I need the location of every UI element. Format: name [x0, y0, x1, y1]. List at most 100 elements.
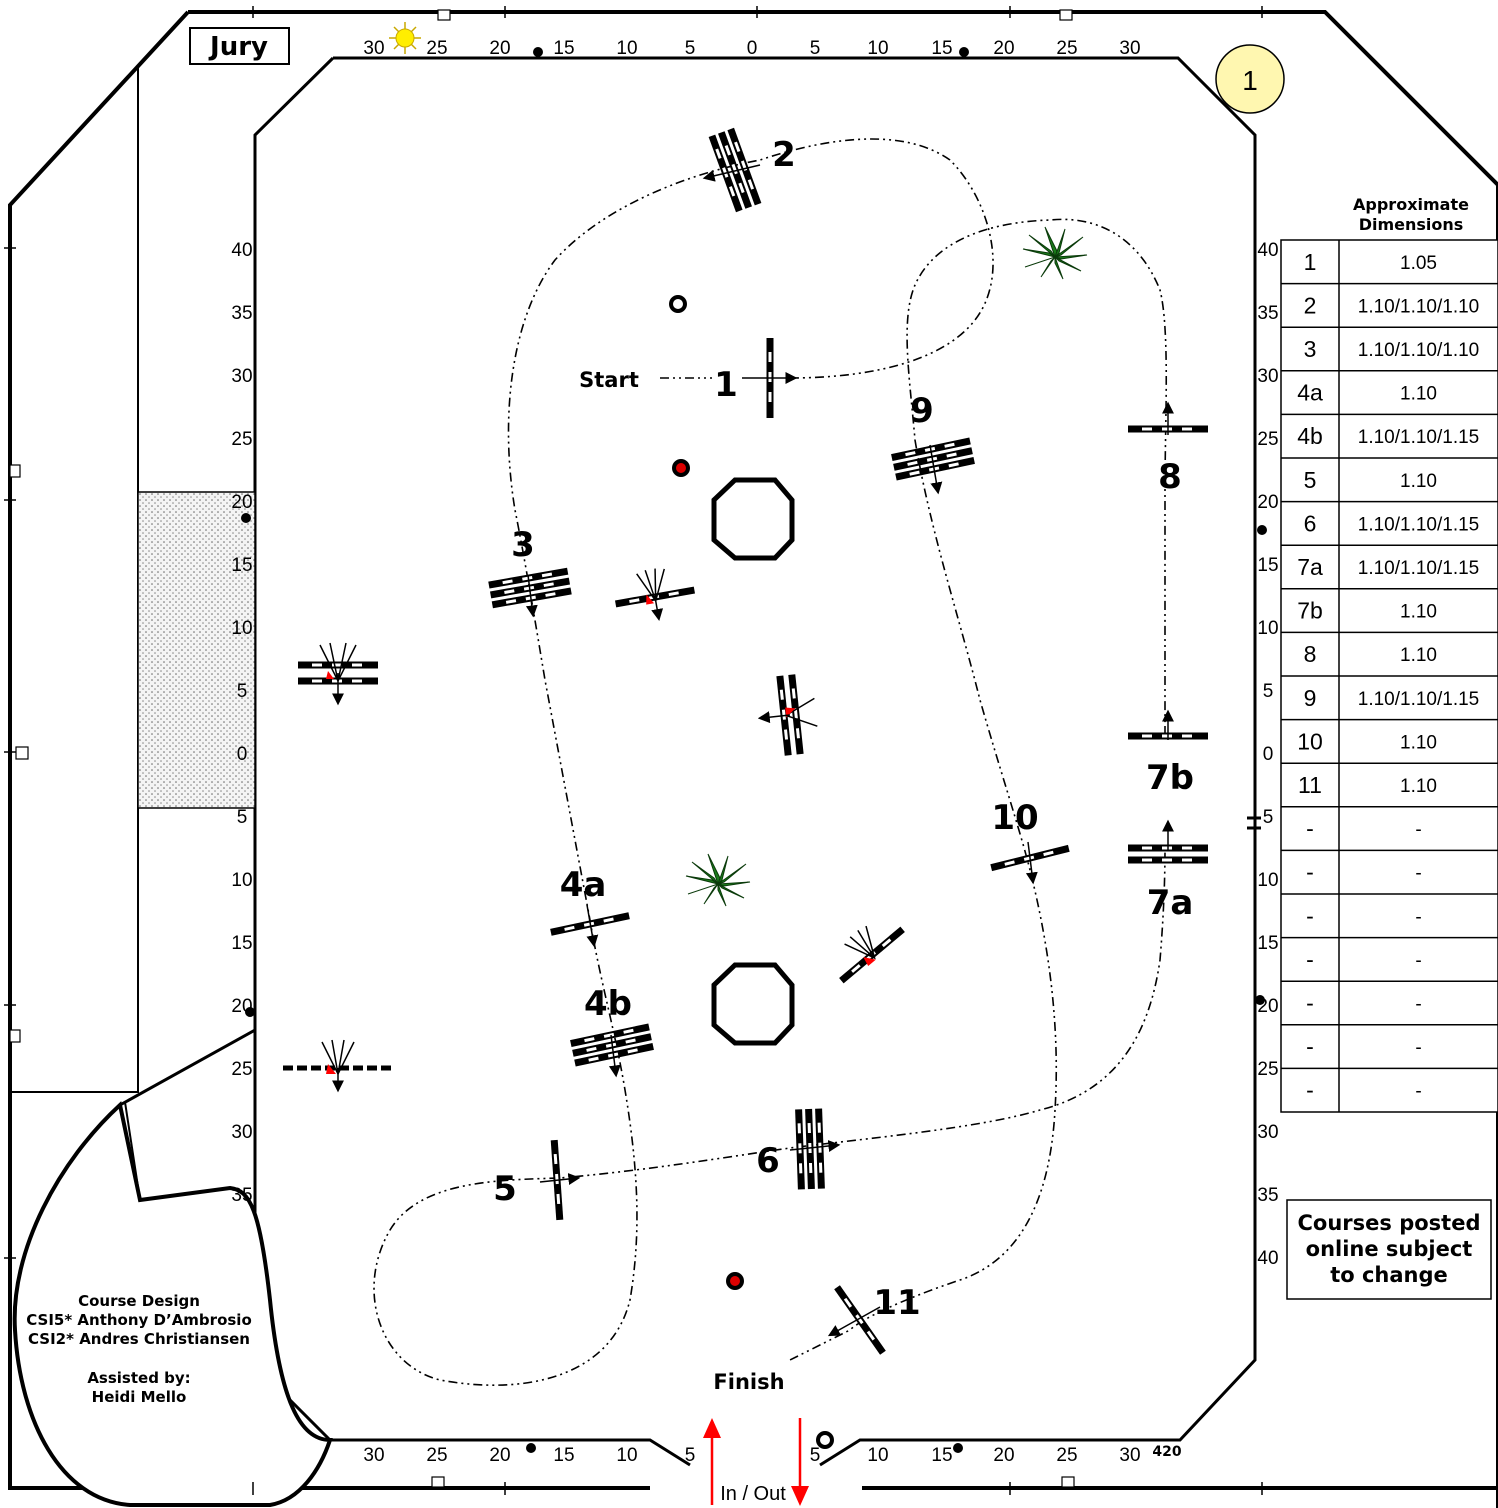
- svg-text:0: 0: [237, 744, 248, 765]
- credits: Course Design CSI5* Anthony D’Ambrosio C…: [26, 1292, 252, 1406]
- svg-text:5: 5: [1263, 807, 1274, 828]
- jump-4a-arrow: [586, 904, 599, 948]
- jump-label-7b: 7b: [1146, 758, 1194, 798]
- svg-text:25: 25: [1056, 1445, 1077, 1466]
- svg-text:10: 10: [867, 1445, 888, 1466]
- plant-icon: [685, 853, 751, 907]
- svg-text:15: 15: [1257, 933, 1278, 954]
- svg-text:15: 15: [931, 38, 952, 59]
- svg-text:25: 25: [426, 38, 447, 59]
- jump-2: [708, 127, 762, 213]
- svg-text:35: 35: [231, 1185, 252, 1206]
- credit-line-4: Assisted by:: [87, 1369, 190, 1387]
- table-cell-jump: -: [1306, 990, 1314, 1016]
- svg-text:10: 10: [867, 38, 888, 59]
- jump-label-9: 9: [910, 391, 934, 431]
- svg-text:35: 35: [1257, 303, 1278, 324]
- svg-text:10: 10: [1257, 870, 1278, 891]
- jump-label-8: 8: [1158, 457, 1182, 497]
- svg-text:30: 30: [1257, 366, 1278, 387]
- svg-text:30: 30: [1119, 38, 1140, 59]
- jump-label-4b: 4b: [584, 984, 632, 1024]
- jump-11-arrow: [827, 1306, 881, 1337]
- svg-text:30: 30: [1119, 1445, 1140, 1466]
- table-cell-height: -: [1415, 863, 1421, 884]
- svg-text:40: 40: [1257, 240, 1278, 261]
- table-cell-jump: 10: [1297, 728, 1323, 754]
- jump-label-1: 1: [714, 365, 738, 405]
- start-label: Start: [579, 368, 639, 392]
- table-cell-jump: 11: [1298, 772, 1322, 798]
- shaded-area: [137, 491, 256, 809]
- flower-box-icon: [298, 642, 378, 706]
- top-ruler: 30 25 20 15 10 5 0 5 10 15 20 25 30: [363, 38, 1140, 59]
- corner-ramp-2: [124, 1101, 141, 1201]
- left-stand: [10, 68, 139, 1093]
- credit-line-3: CSI2* Andres Christiansen: [28, 1330, 250, 1348]
- jump-labels: 1 2 3 4a 4b 5 6 7a 7b 8 9 10 11: [493, 135, 1194, 1323]
- flower-box-icon: [283, 1039, 393, 1093]
- table-cell-jump: 3: [1304, 336, 1317, 362]
- svg-text:10: 10: [1257, 618, 1278, 639]
- rail-marker-right: [1247, 816, 1261, 830]
- svg-text:15: 15: [231, 933, 252, 954]
- dimensions-table: 1 1.05 2 1.10/1.10/1.10 3 1.10/1.10/1.10 4a 1.1…: [1280, 239, 1498, 1113]
- svg-text:25: 25: [231, 1059, 252, 1080]
- svg-text:10: 10: [616, 1445, 637, 1466]
- table-cell-jump: 6: [1304, 510, 1317, 536]
- table-cell-height: 1.10/1.10/1.10: [1358, 296, 1480, 317]
- finish-label: Finish: [713, 1370, 784, 1394]
- notice-line-3: to change: [1330, 1263, 1448, 1287]
- jury-label: Jury: [208, 32, 268, 62]
- svg-text:15: 15: [1257, 555, 1278, 576]
- notice-line-1: Courses posted: [1298, 1211, 1481, 1235]
- jump-4b-arrow: [608, 1034, 621, 1078]
- table-cell-height: 1.10: [1400, 471, 1437, 492]
- svg-text:30: 30: [363, 38, 384, 59]
- svg-text:30: 30: [231, 1122, 252, 1143]
- table-cell-height: 1.10: [1400, 732, 1437, 753]
- svg-text:30: 30: [363, 1445, 384, 1466]
- svg-text:25: 25: [1056, 38, 1077, 59]
- table-cell-height: -: [1415, 950, 1421, 971]
- jump-9-arrow: [929, 444, 943, 495]
- table-cell-jump: -: [1306, 816, 1314, 842]
- in-arrow-head: [703, 1418, 721, 1438]
- table-cell-jump: -: [1306, 1077, 1314, 1103]
- svg-text:15: 15: [553, 1445, 574, 1466]
- svg-text:0: 0: [1263, 744, 1274, 765]
- svg-text:35: 35: [231, 303, 252, 324]
- octagon-obstacle: [711, 477, 795, 561]
- jump-label-5: 5: [493, 1169, 517, 1209]
- svg-text:25: 25: [231, 429, 252, 450]
- corner-ramp: [119, 1028, 256, 1107]
- jump-label-7a: 7a: [1147, 883, 1194, 923]
- table-cell-height: 1.10/1.10/1.15: [1358, 689, 1480, 710]
- svg-text:20: 20: [993, 1445, 1014, 1466]
- table-cell-height: 1.10: [1400, 602, 1437, 623]
- svg-text:15: 15: [931, 1445, 952, 1466]
- out-arrow-head: [791, 1486, 809, 1506]
- jump-5-arrow: [539, 1173, 581, 1185]
- table-cell-jump: -: [1306, 903, 1314, 929]
- table-cell-height: -: [1415, 820, 1421, 841]
- octagon-obstacle: [711, 962, 795, 1046]
- table-cell-jump: 4b: [1297, 423, 1323, 449]
- table-cell-height: 1.10: [1400, 645, 1437, 666]
- table-cell-height: 1.10/1.10/1.15: [1358, 427, 1480, 448]
- table-cell-height: 1.10/1.10/1.15: [1358, 514, 1480, 535]
- table-cell-jump: 5: [1304, 467, 1317, 493]
- svg-text:10: 10: [231, 618, 252, 639]
- jump-10-arrow: [1025, 841, 1038, 885]
- table-cell-jump: 8: [1304, 641, 1317, 667]
- svg-text:25: 25: [1257, 1059, 1278, 1080]
- gate-label: In / Out: [720, 1483, 786, 1505]
- svg-text:15: 15: [231, 555, 252, 576]
- svg-text:30: 30: [1257, 1122, 1278, 1143]
- inner-ring: [253, 56, 1257, 1467]
- table-cell-height: 1.10/1.10/1.15: [1358, 558, 1480, 579]
- sun-icon: [389, 22, 421, 54]
- credit-line-2: CSI5* Anthony D’Ambrosio: [26, 1311, 252, 1329]
- table-cell-height: -: [1415, 907, 1421, 928]
